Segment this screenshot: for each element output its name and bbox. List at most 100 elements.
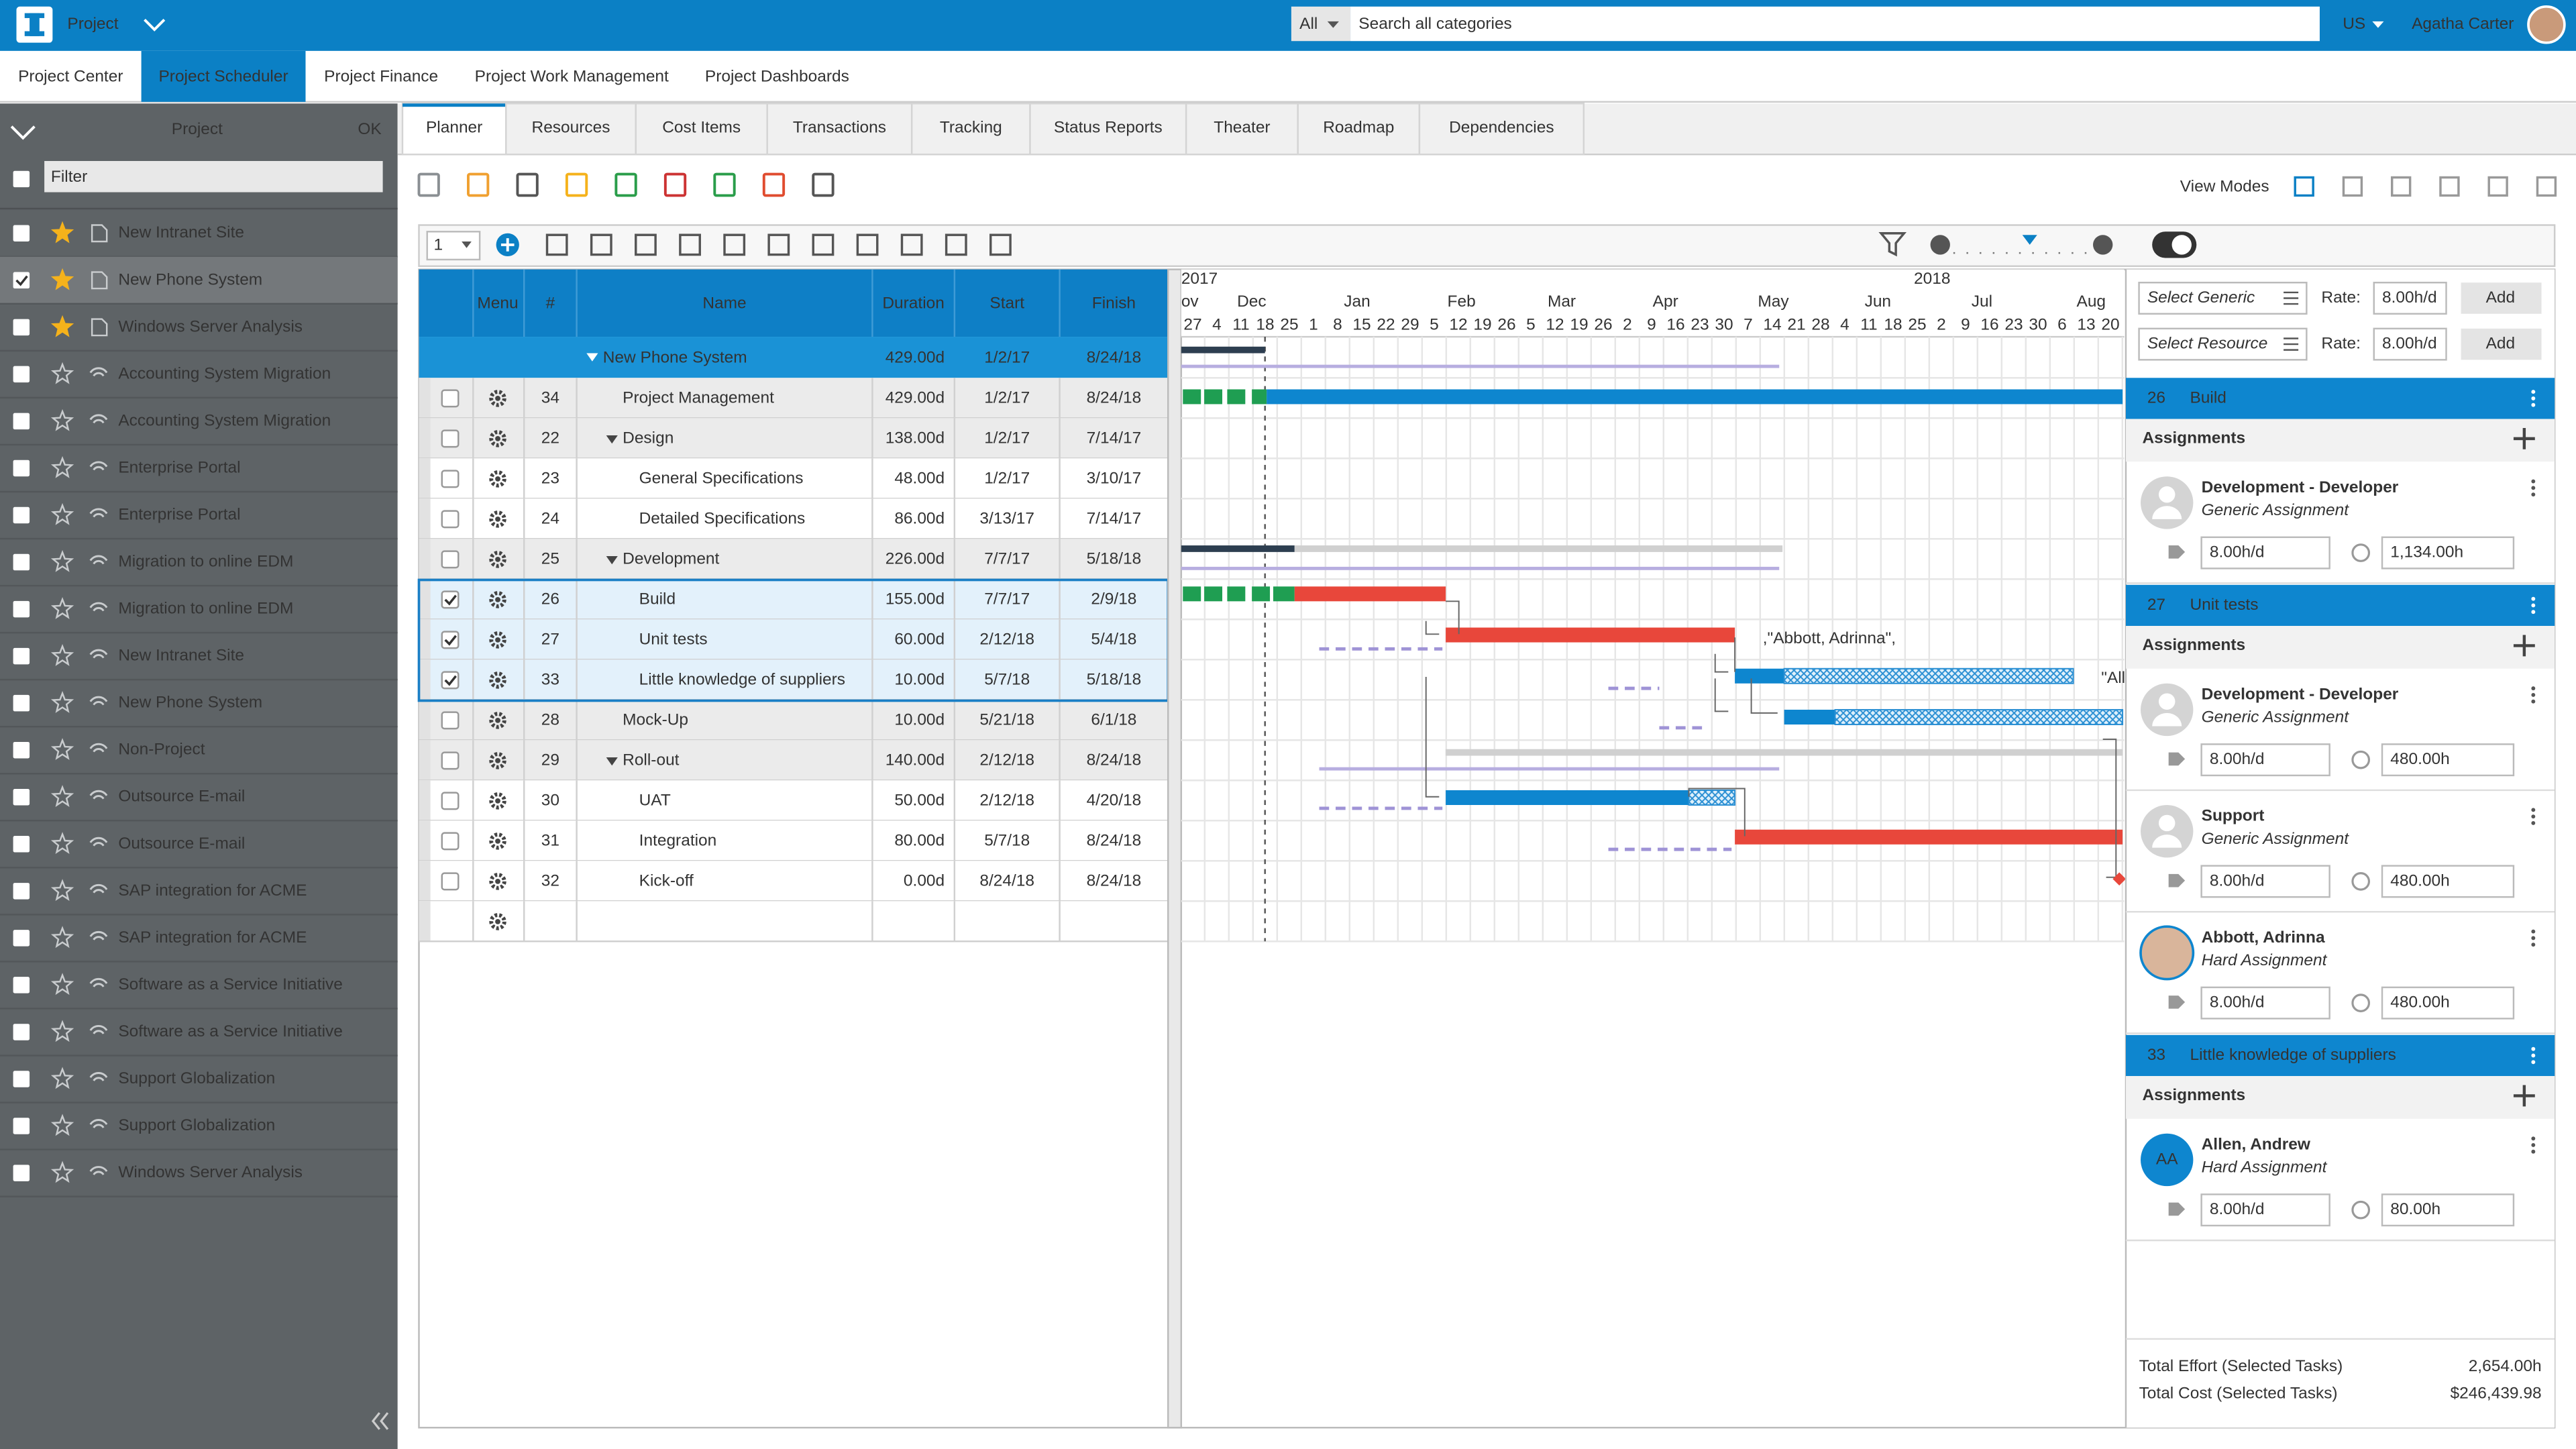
rate-input[interactable]: [2200, 743, 2330, 777]
view-tab-label[interactable]: Status Reports: [1054, 118, 1163, 136]
row-menu-gear[interactable]: [489, 511, 506, 528]
view-tab-label[interactable]: Dependencies: [1449, 118, 1554, 136]
view-tab[interactable]: [1418, 103, 1585, 156]
nav-tab[interactable]: Project Work Management: [475, 68, 669, 86]
project-name[interactable]: Non-Project: [118, 741, 205, 759]
favorite-star[interactable]: [50, 221, 74, 244]
filter-input[interactable]: [44, 161, 383, 193]
card-menu[interactable]: [2531, 943, 2536, 947]
section-menu[interactable]: [2531, 396, 2536, 400]
row-checkbox[interactable]: [441, 751, 460, 770]
view-tab[interactable]: [401, 103, 507, 156]
grid-tool-icon[interactable]: [856, 233, 879, 256]
section-menu[interactable]: [2531, 1060, 2536, 1065]
view-tab[interactable]: [1185, 103, 1299, 156]
project-checkbox[interactable]: [13, 694, 30, 712]
user-avatar[interactable]: [2527, 5, 2566, 44]
view-tab[interactable]: [1297, 103, 1421, 156]
task-name[interactable]: UAT: [639, 791, 671, 809]
hours-input[interactable]: [2381, 536, 2515, 570]
row-checkbox[interactable]: [441, 590, 460, 609]
hours-input[interactable]: [2381, 865, 2515, 898]
toolbar-icon[interactable]: [516, 172, 539, 197]
column-header[interactable]: Name: [702, 294, 746, 313]
favorite-star[interactable]: [50, 455, 74, 478]
view-mode-icon[interactable]: [2536, 176, 2557, 197]
hours-input[interactable]: [2381, 986, 2515, 1020]
search-scope[interactable]: [1291, 6, 1351, 42]
card-menu[interactable]: [2531, 479, 2536, 484]
project-name[interactable]: Outsource E-mail: [118, 835, 245, 853]
project-checkbox[interactable]: [13, 225, 30, 241]
row-checkbox[interactable]: [441, 470, 460, 488]
row-menu-gear[interactable]: [489, 913, 506, 930]
grid-tool-icon[interactable]: [945, 233, 967, 256]
favorite-star[interactable]: [50, 362, 74, 384]
section-menu[interactable]: [2531, 610, 2536, 614]
project-name[interactable]: Software as a Service Initiative: [118, 975, 343, 994]
project-name[interactable]: Enterprise Portal: [118, 458, 240, 476]
card-menu[interactable]: [2531, 486, 2536, 490]
project-checkbox[interactable]: [13, 600, 30, 618]
row-menu-gear[interactable]: [489, 551, 506, 568]
task-name[interactable]: Integration: [639, 831, 717, 849]
expand-triangle[interactable]: [606, 435, 618, 444]
grid-tool-icon[interactable]: [635, 233, 657, 256]
task-name[interactable]: Project Management: [623, 388, 774, 407]
nav-tab[interactable]: Project Center: [18, 68, 123, 86]
view-mode-icon[interactable]: [2487, 176, 2508, 197]
add-assignment[interactable]: [2513, 427, 2535, 449]
card-menu[interactable]: [2531, 1136, 2536, 1141]
rate-input[interactable]: [2200, 536, 2330, 570]
project-checkbox[interactable]: [13, 460, 30, 477]
task-name[interactable]: Design: [623, 429, 674, 447]
task-name[interactable]: Little knowledge of suppliers: [639, 670, 845, 688]
section-menu[interactable]: [2531, 596, 2536, 601]
project-name[interactable]: Accounting System Migration: [118, 411, 331, 429]
column-header[interactable]: Start: [989, 294, 1024, 313]
assignee-name[interactable]: Abbott, Adrinna: [2202, 928, 2325, 947]
view-tab-label[interactable]: Tracking: [940, 118, 1002, 136]
row-checkbox[interactable]: [441, 389, 460, 408]
project-checkbox[interactable]: [13, 1024, 30, 1040]
nav-tab[interactable]: Project Finance: [324, 68, 438, 86]
project-checkbox[interactable]: [13, 883, 30, 900]
project-name[interactable]: Accounting System Migration: [118, 364, 331, 382]
view-tab-label[interactable]: Roadmap: [1323, 118, 1394, 136]
project-name[interactable]: Windows Server Analysis: [118, 317, 303, 335]
project-checkbox[interactable]: [13, 1165, 30, 1181]
task-name[interactable]: Roll-out: [623, 751, 680, 769]
column-header[interactable]: #: [546, 294, 555, 313]
project-name[interactable]: Migration to online EDM: [118, 600, 293, 618]
row-menu-gear[interactable]: [489, 833, 506, 850]
card-menu[interactable]: [2531, 492, 2536, 497]
grid-tool-icon[interactable]: [989, 233, 1012, 256]
card-menu[interactable]: [2531, 699, 2536, 704]
grid-tool-icon[interactable]: [679, 233, 701, 256]
favorite-star[interactable]: [50, 315, 74, 337]
row-menu-gear[interactable]: [489, 470, 506, 488]
favorite-star[interactable]: [50, 1114, 74, 1136]
expand-triangle[interactable]: [606, 555, 618, 565]
card-menu[interactable]: [2531, 692, 2536, 697]
add-assignment[interactable]: [2513, 635, 2535, 657]
row-menu-gear[interactable]: [489, 873, 506, 890]
toolbar-icon[interactable]: [663, 172, 687, 197]
card-menu[interactable]: [2531, 814, 2536, 819]
row-menu-gear[interactable]: [489, 390, 506, 407]
view-mode-icon[interactable]: [2439, 176, 2460, 197]
section-menu[interactable]: [2531, 1046, 2536, 1051]
task-name[interactable]: Detailed Specifications: [639, 509, 806, 527]
card-menu[interactable]: [2531, 1149, 2536, 1154]
view-tab-label[interactable]: Cost Items: [662, 118, 741, 136]
project-name[interactable]: New Phone System: [118, 694, 262, 712]
project-checkbox[interactable]: [13, 506, 30, 524]
view-mode-icon[interactable]: [2391, 176, 2412, 197]
zoom-thumb[interactable]: [2022, 235, 2037, 245]
grid-tool-icon[interactable]: [723, 233, 746, 256]
zoom-in[interactable]: [2093, 235, 2113, 255]
view-tab[interactable]: [635, 103, 768, 156]
project-checkbox[interactable]: [13, 553, 30, 571]
favorite-star[interactable]: [50, 1020, 74, 1042]
rate-input[interactable]: [2200, 1193, 2330, 1227]
